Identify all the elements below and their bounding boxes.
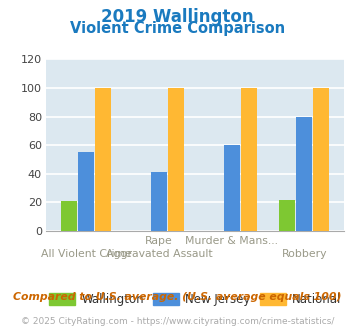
Bar [78, 152, 94, 231]
Legend: Wallington, New Jersey, National: Wallington, New Jersey, National [45, 288, 346, 311]
Bar [296, 116, 312, 231]
Text: All Violent Crime: All Violent Crime [41, 249, 132, 259]
Text: Rape: Rape [145, 236, 173, 246]
Bar [313, 88, 329, 231]
Bar [279, 200, 295, 231]
Text: Aggravated Assault: Aggravated Assault [105, 249, 212, 259]
Bar [95, 88, 111, 231]
Text: Violent Crime Comparison: Violent Crime Comparison [70, 21, 285, 36]
Bar [61, 201, 77, 231]
Text: Robbery: Robbery [282, 249, 327, 259]
Text: © 2025 CityRating.com - https://www.cityrating.com/crime-statistics/: © 2025 CityRating.com - https://www.city… [21, 317, 334, 326]
Text: 2019 Wallington: 2019 Wallington [101, 8, 254, 26]
Bar [241, 88, 257, 231]
Bar [168, 88, 184, 231]
Bar [151, 172, 167, 231]
Text: Murder & Mans...: Murder & Mans... [185, 236, 278, 246]
Text: Compared to U.S. average. (U.S. average equals 100): Compared to U.S. average. (U.S. average … [13, 292, 342, 302]
Bar [224, 145, 240, 231]
